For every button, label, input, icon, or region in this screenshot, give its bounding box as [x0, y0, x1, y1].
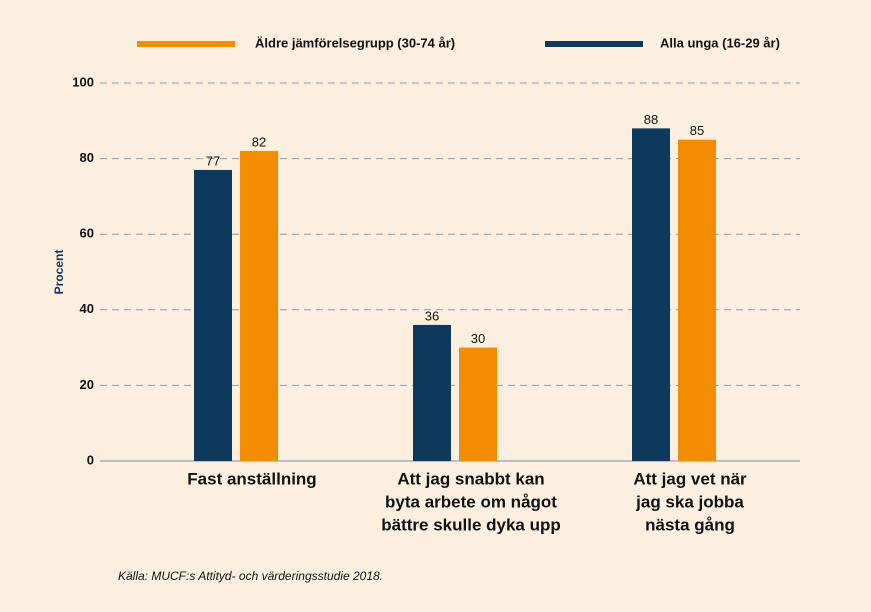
x-tick-label: byta arbete om något: [385, 492, 557, 511]
y-tick-label: 100: [72, 74, 94, 89]
value-label: 30: [471, 331, 485, 346]
legend-label: Äldre jämförelsegrupp (30-74 år): [255, 35, 455, 50]
bar: [413, 324, 451, 461]
x-tick-label: Att jag snabbt kan: [397, 469, 544, 488]
value-label: 82: [252, 134, 266, 149]
x-tick-label: Fast anställning: [187, 469, 316, 488]
bar: [632, 128, 670, 462]
y-axis-label: Procent: [52, 250, 66, 295]
source: Källa: MUCF:s Attityd- och värderingsstu…: [118, 569, 383, 583]
y-tick-label: 0: [87, 452, 94, 467]
y-tick-label: 40: [80, 301, 94, 316]
bar: [678, 139, 716, 461]
x-tick-label: bättre skulle dyka upp: [381, 515, 561, 534]
y-tick-label: 60: [80, 226, 94, 241]
value-label: 85: [690, 123, 704, 138]
y-tick-label: 20: [80, 377, 94, 392]
x-tick-label: jag ska jobba: [635, 492, 744, 511]
value-label: 77: [206, 153, 220, 168]
value-label: 88: [644, 112, 658, 127]
bar: [194, 169, 232, 461]
bar: [459, 347, 497, 461]
x-tick-label: nästa gång: [645, 515, 735, 534]
value-label: 36: [425, 308, 439, 323]
y-tick-label: 80: [80, 150, 94, 165]
bar: [240, 151, 278, 462]
x-tick-label: Att jag vet när: [633, 469, 747, 488]
legend-label: Alla unga (16-29 år): [660, 35, 780, 50]
